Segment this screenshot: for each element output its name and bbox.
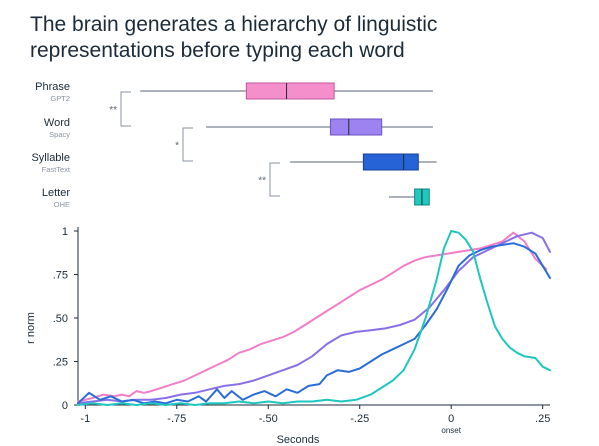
y-axis-title: r norm: [25, 312, 37, 344]
series-line-word: [77, 231, 551, 405]
y-tick-label-0: 0: [62, 400, 68, 412]
row-sublabel-word: Spacy: [49, 130, 70, 139]
box-phrase: [245, 82, 335, 100]
series-line-phrase: [77, 231, 548, 403]
title-line-2: representations before typing each word: [30, 39, 405, 62]
row-sublabel-syllable: FastText: [42, 165, 71, 174]
significance-bracket-0: [120, 91, 131, 127]
x-tick-label-5: .25: [535, 413, 550, 425]
x-tick-label-4: 0: [448, 413, 454, 425]
box-syllable: [362, 153, 419, 171]
series-line-syllable: [77, 242, 551, 405]
x-tick-label-2: -.50: [259, 413, 278, 425]
x-tick-label-3: -.25: [350, 413, 369, 425]
box-word: [329, 118, 383, 136]
x-tick-label-1: -.75: [167, 413, 186, 425]
significance-label-0: **: [109, 105, 117, 116]
y-tick-label-4: 1: [62, 226, 68, 238]
significance-bracket-2: [269, 162, 280, 197]
series-line-letter: [77, 230, 551, 406]
significance-bracket-1: [182, 127, 193, 162]
row-label-letter: Letter: [42, 187, 70, 199]
title-line-1: The brain generates a hierarchy of lingu…: [30, 13, 438, 36]
chart-title: The brain generates a hierarchy of lingu…: [30, 12, 590, 64]
significance-label-1: *: [175, 141, 179, 152]
row-label-phrase: Phrase: [35, 81, 70, 93]
row-label-word: Word: [44, 117, 70, 129]
y-tick-label-2: .50: [53, 313, 68, 325]
y-tick-label-1: .25: [53, 357, 68, 369]
y-tick-label-3: .75: [53, 270, 68, 282]
row-sublabel-letter: OHE: [54, 200, 70, 209]
x-axis-title: Seconds: [277, 434, 320, 446]
onset-label: onset: [441, 426, 461, 435]
row-sublabel-phrase: GPT2: [50, 94, 70, 103]
significance-label-2: **: [258, 176, 266, 187]
row-label-syllable: Syllable: [31, 152, 70, 164]
x-tick-label-0: -1: [80, 413, 90, 425]
